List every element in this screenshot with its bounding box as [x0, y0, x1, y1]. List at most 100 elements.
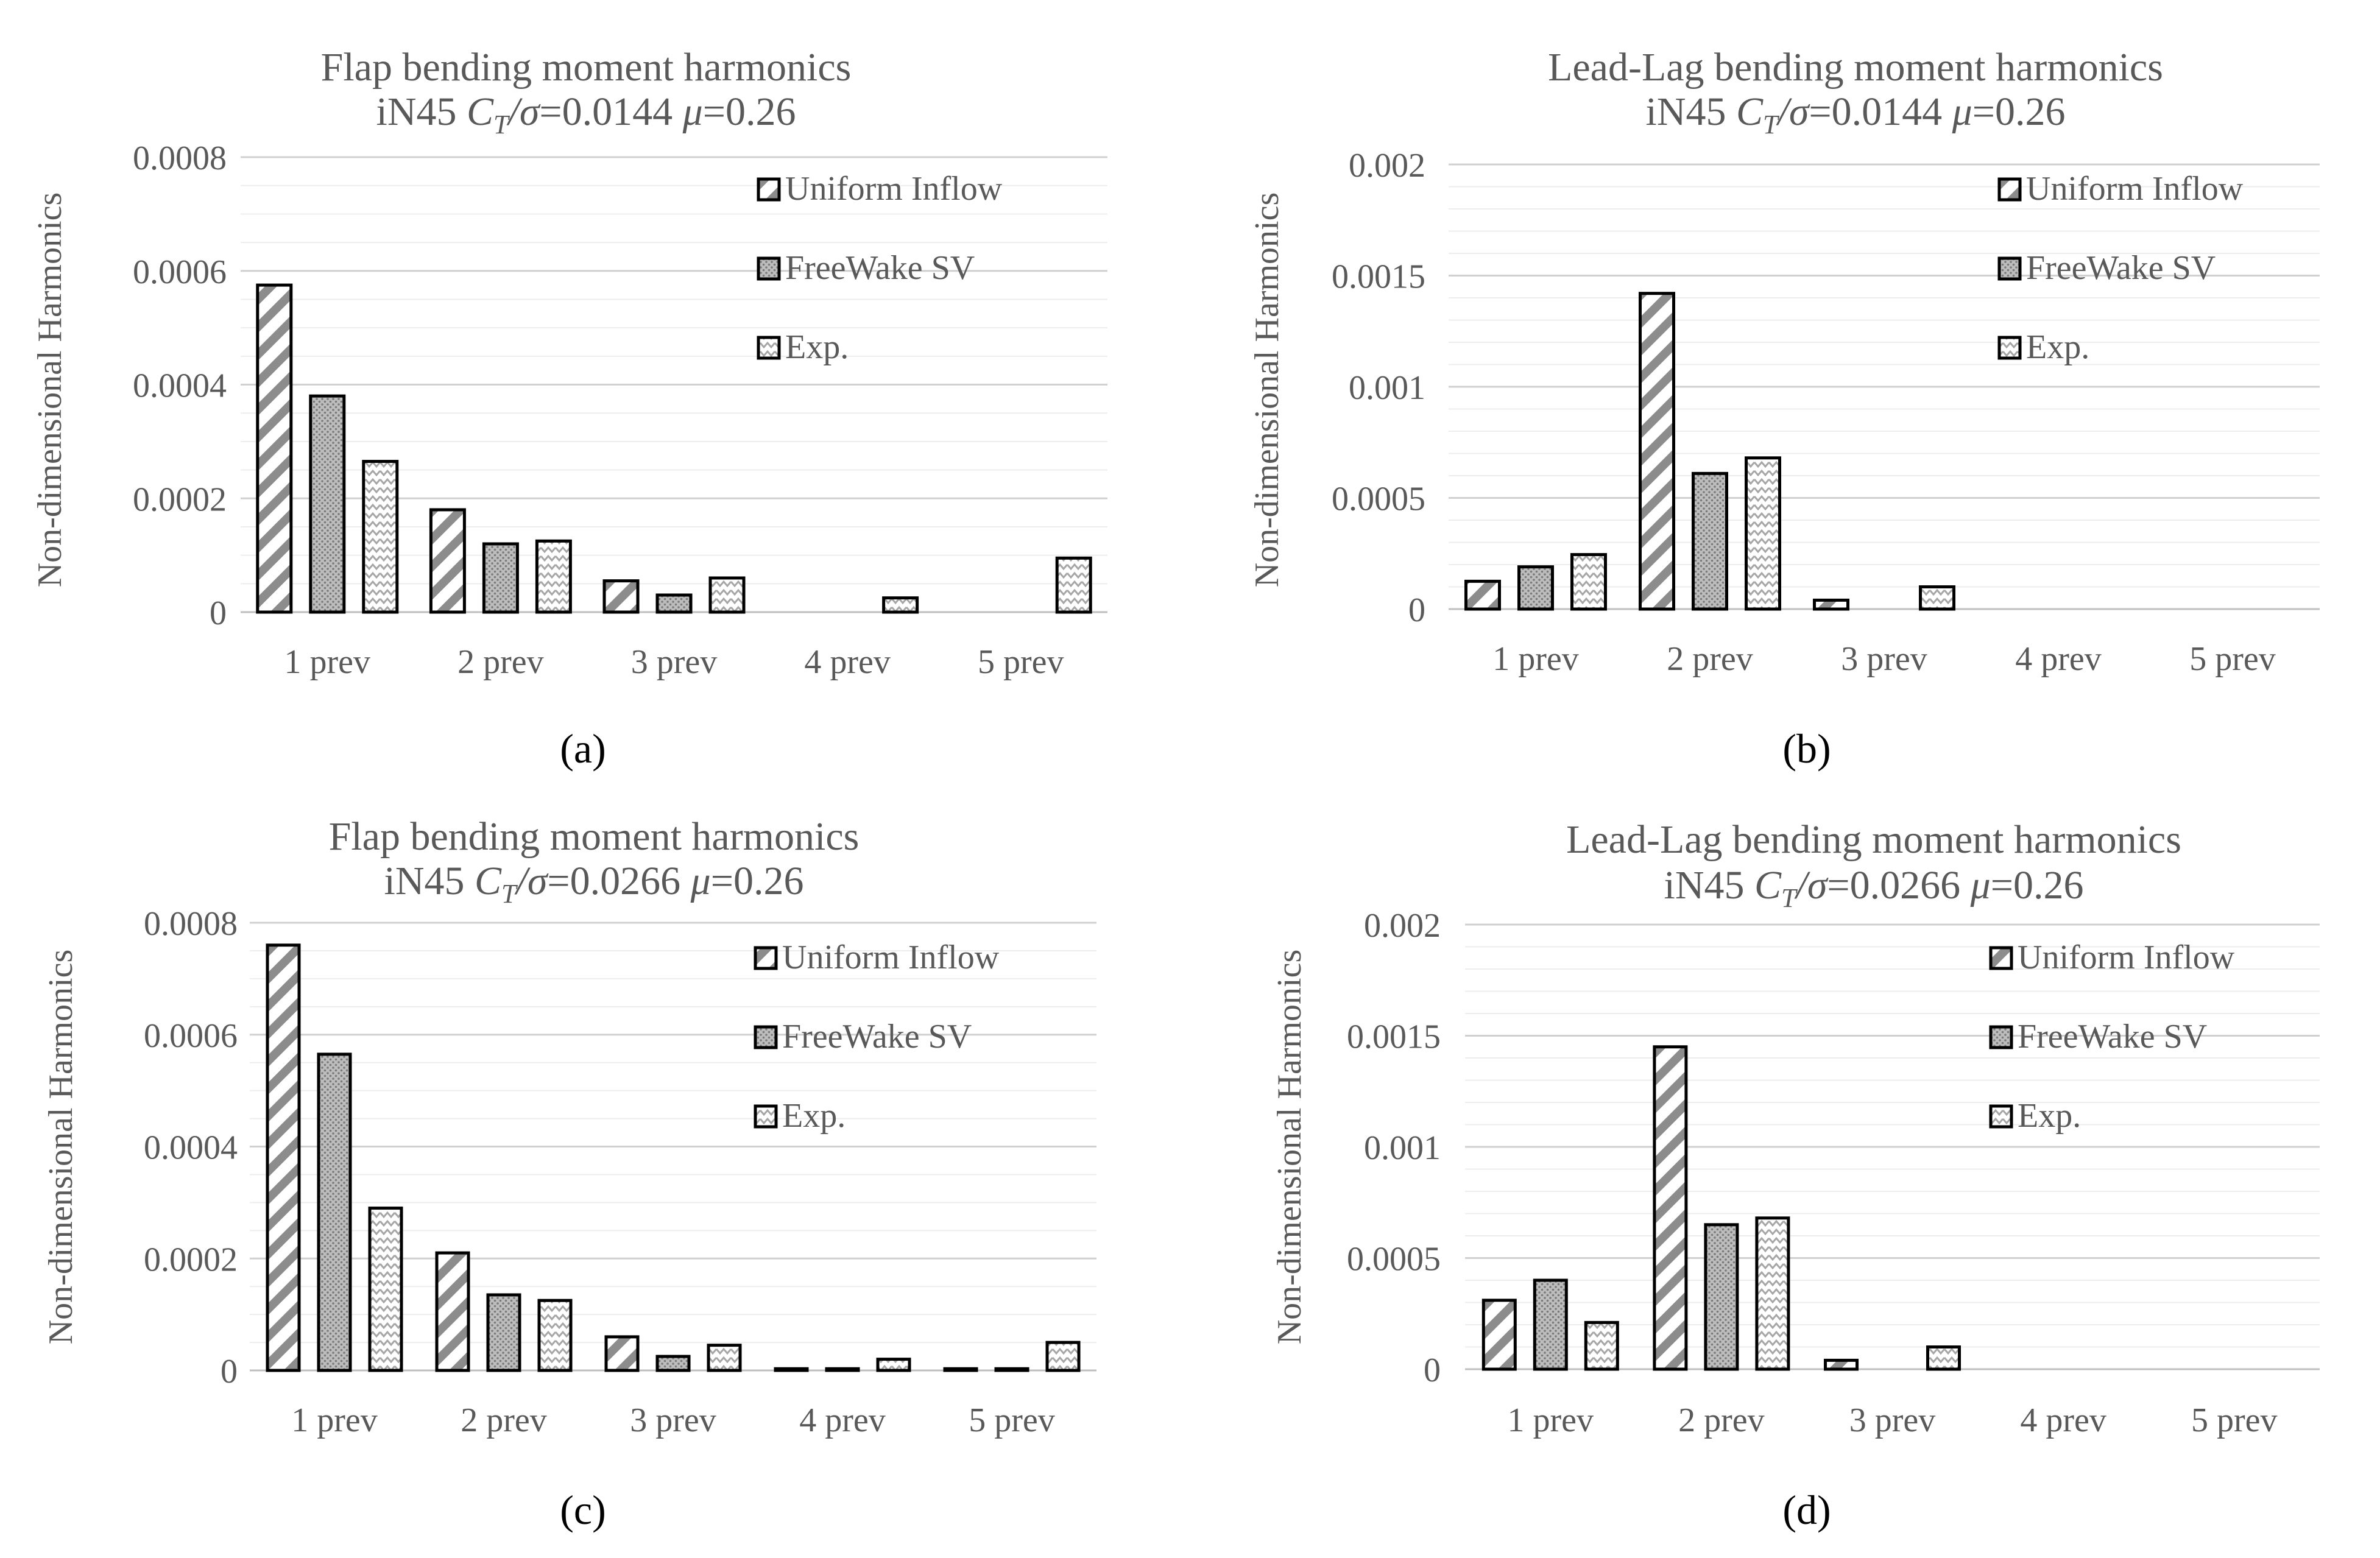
x-tick-label: 3 prev [1841, 640, 1927, 678]
legend-swatch-freewake [757, 256, 781, 281]
subtitle-prefix: iN45 [1645, 90, 1736, 134]
legend-swatch-uniform [754, 946, 778, 970]
bar-freewake-1prev [1533, 1278, 1568, 1371]
chart-title: Lead-Lag bending moment harmonics [1548, 45, 2163, 90]
legend-swatch-exp [1997, 336, 2022, 360]
bar-exp-1prev [1570, 553, 1607, 611]
y-tick-label: 0.0004 [133, 367, 227, 405]
bar-uniform-3prev [602, 579, 640, 614]
subtitle-ct: C [1736, 90, 1764, 134]
subtitle-mu-value: =0.26 [1991, 863, 2084, 908]
bar-exp-3prev [1919, 585, 1955, 611]
subtitle-sigma: /σ [506, 90, 541, 134]
legend-label-exp: Exp. [2026, 328, 2089, 366]
chart-title: Lead-Lag bending moment harmonics [1566, 817, 2181, 862]
bar-freewake-1prev [309, 394, 346, 614]
bar-exp-2prev [535, 539, 572, 614]
y-tick-label: 0.0015 [1332, 258, 1425, 296]
x-tick-label: 4 prev [799, 1401, 886, 1439]
x-tick-label: 1 prev [1508, 1401, 1594, 1439]
legend-label-freewake: FreeWake SV [2018, 1018, 2207, 1056]
bar-uniform-2prev [429, 508, 466, 614]
bar-uniform-2prev [1639, 292, 1675, 611]
panel-label-a: (a) [560, 725, 606, 772]
subtitle-ct: C [475, 859, 502, 903]
y-tick-label: 0.0006 [144, 1017, 238, 1055]
y-tick-label: 0.0002 [133, 481, 227, 518]
y-axis-label: Non-dimensional Harmonics [1271, 950, 1308, 1345]
bar-exp-2prev [1745, 456, 1781, 611]
legend-swatch-exp [757, 336, 781, 360]
y-tick-label: 0.0004 [144, 1129, 238, 1167]
subtitle-prefix: iN45 [376, 90, 467, 134]
bar-uniform-1prev [256, 283, 293, 614]
y-axis-label: Non-dimensional Harmonics [42, 950, 80, 1345]
y-tick-label: 0.0008 [144, 905, 238, 943]
subtitle-mu: μ [690, 859, 711, 903]
legend-swatch-exp [1989, 1104, 2013, 1129]
x-tick-label: 4 prev [2015, 640, 2102, 678]
legend-swatch-freewake [1997, 256, 2022, 281]
bar-uniform-1prev [266, 943, 301, 1372]
chart-subtitle: iN45 CT/σ=0.0144 μ=0.26 [376, 90, 796, 139]
x-tick-label: 3 prev [631, 643, 718, 681]
chart-subtitle: iN45 CT/σ=0.0266 μ=0.26 [1664, 863, 2083, 913]
subtitle-ct-sub: T [501, 879, 518, 909]
bar-freewake-5prev [994, 1367, 1029, 1372]
y-axis-label: Non-dimensional Harmonics [31, 192, 69, 588]
x-tick-label: 2 prev [457, 643, 544, 681]
y-tick-label: 0 [221, 1353, 238, 1391]
legend-label-exp: Exp. [785, 328, 849, 366]
bar-freewake-2prev [482, 542, 519, 614]
chart-subtitle: iN45 CT/σ=0.0266 μ=0.26 [384, 859, 803, 909]
bar-uniform-3prev [604, 1335, 640, 1372]
x-tick-label: 5 prev [969, 1401, 1055, 1439]
x-tick-label: 2 prev [461, 1401, 547, 1439]
bar-freewake-2prev [1704, 1223, 1739, 1371]
subtitle-ct: C [467, 90, 494, 134]
legend-label-uniform: Uniform Inflow [782, 939, 1000, 976]
subtitle-ct-value: =0.0144 [539, 90, 682, 134]
bar-freewake-3prev [655, 593, 693, 614]
legend-swatch-exp [754, 1104, 778, 1129]
x-tick-label: 1 prev [284, 643, 371, 681]
y-tick-label: 0 [1424, 1352, 1441, 1389]
bar-uniform-2prev [1653, 1045, 1688, 1371]
bar-uniform-1prev [1481, 1299, 1517, 1371]
legend-swatch-freewake [754, 1025, 778, 1049]
bar-exp-2prev [1755, 1216, 1790, 1371]
chart-subtitle: iN45 CT/σ=0.0144 μ=0.26 [1645, 90, 2065, 139]
bar-freewake-2prev [1692, 471, 1728, 611]
bar-freewake-4prev [825, 1367, 860, 1372]
legend-swatch-uniform [757, 177, 781, 202]
subtitle-ct-sub: T [493, 110, 510, 139]
subtitle-prefix: iN45 [384, 859, 475, 903]
y-tick-label: 0.002 [1349, 147, 1425, 185]
x-tick-label: 2 prev [1667, 640, 1753, 678]
subtitle-ct: C [1754, 863, 1782, 908]
y-tick-label: 0.0008 [133, 139, 227, 177]
subtitle-mu: μ [1952, 90, 1972, 134]
subtitle-prefix: iN45 [1664, 863, 1754, 908]
bar-uniform-3prev [1824, 1358, 1859, 1371]
y-tick-label: 0.0005 [1332, 481, 1425, 518]
subtitle-ct-value: =0.0144 [1809, 90, 1952, 134]
bar-exp-1prev [1584, 1320, 1619, 1371]
bar-exp-5prev [1055, 556, 1092, 614]
x-tick-label: 3 prev [630, 1401, 716, 1439]
x-tick-label: 1 prev [1492, 640, 1579, 678]
bar-exp-3prev [708, 576, 746, 614]
subtitle-ct-sub: T [1781, 883, 1798, 913]
y-tick-label: 0.001 [1364, 1129, 1441, 1167]
bar-exp-5prev [1045, 1341, 1081, 1372]
legend-swatch-uniform [1997, 177, 2022, 202]
y-tick-label: 0.001 [1349, 369, 1425, 407]
legend-label-freewake: FreeWake SV [785, 249, 975, 287]
x-tick-label: 5 prev [2191, 1401, 2278, 1439]
x-tick-label: 5 prev [978, 643, 1064, 681]
